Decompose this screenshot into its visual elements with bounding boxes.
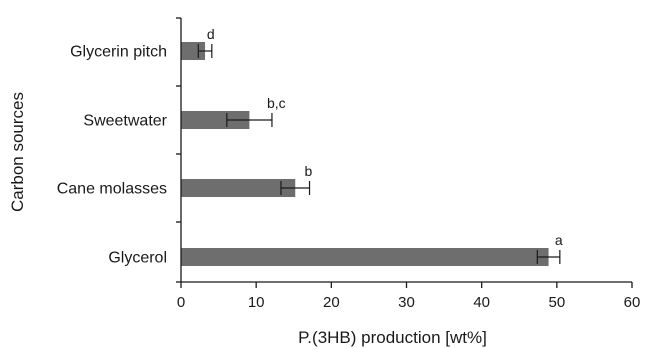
category-label: Sweetwater bbox=[83, 113, 167, 130]
significance-label: a bbox=[555, 232, 563, 248]
x-tick-label: 40 bbox=[473, 294, 490, 311]
significance-label: b bbox=[305, 163, 313, 179]
bar bbox=[181, 179, 296, 197]
x-tick-label: 30 bbox=[398, 294, 415, 311]
x-ticks-group: 0 10 20 30 40 50 60 bbox=[177, 282, 641, 311]
significance-labels-group: d b,c b a bbox=[207, 26, 563, 248]
x-tick-label: 10 bbox=[248, 294, 265, 311]
significance-label: d bbox=[207, 26, 215, 42]
category-label: Glycerol bbox=[108, 250, 167, 267]
error-bars-group bbox=[197, 44, 561, 264]
bars-group bbox=[181, 42, 549, 266]
significance-label: b,c bbox=[267, 95, 286, 111]
x-tick-label: 60 bbox=[624, 294, 641, 311]
x-tick-label: 50 bbox=[548, 294, 565, 311]
category-label: Cane molasses bbox=[57, 181, 167, 198]
x-tick-label: 0 bbox=[177, 294, 185, 311]
x-axis-title: P.(3HB) production [wt%] bbox=[298, 328, 487, 347]
bar bbox=[181, 42, 206, 60]
category-label: Glycerin pitch bbox=[70, 44, 167, 61]
category-labels-group: Glycerin pitch Sweetwater Cane molasses Gly… bbox=[57, 17, 181, 283]
bar bbox=[181, 248, 549, 266]
x-tick-label: 20 bbox=[323, 294, 340, 311]
bar bbox=[181, 111, 250, 129]
y-axis-title: Carbon sources bbox=[8, 92, 27, 212]
